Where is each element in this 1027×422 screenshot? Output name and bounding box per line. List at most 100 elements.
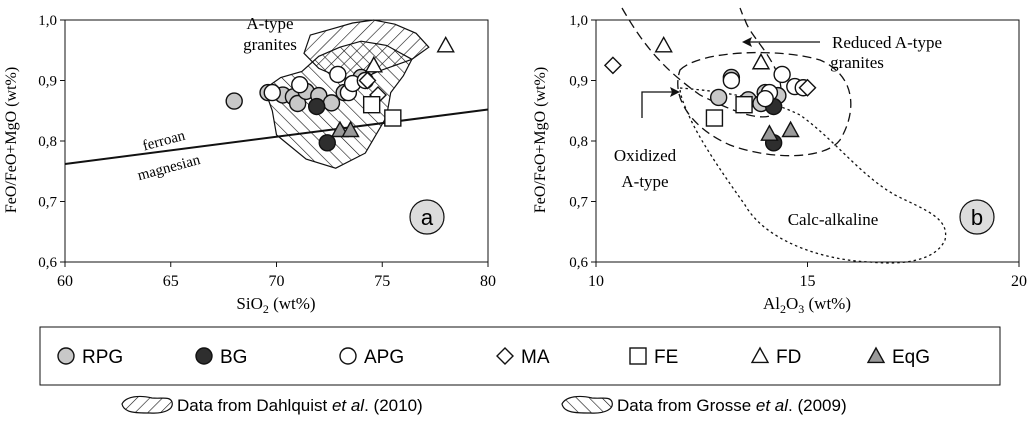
arrowhead-reduced (742, 37, 752, 47)
data-point-ma (603, 56, 622, 75)
data-point-bg (318, 134, 336, 152)
y-axis-label-a: FeO/FeO+MgO (wt%) (3, 67, 20, 213)
x-axis-label-b: Al2O3 (wt%) (763, 294, 851, 316)
data-point-apg (291, 76, 309, 94)
x-tick-label: 20 (1011, 273, 1027, 290)
grosse-swatch-icon (561, 395, 613, 414)
data-point-ma (798, 78, 817, 97)
data-point-eqg (760, 124, 779, 141)
ferroan-magnesian-boundary (64, 108, 489, 165)
data-point-apg (722, 71, 741, 90)
y-tick-label: 0,9 (38, 74, 57, 90)
legend-item-fd: FD (750, 346, 801, 368)
legend-item-eqg: EqG (866, 346, 930, 368)
legend-label: FD (776, 347, 801, 368)
legend-items: RPG BG APG MA FE FD EqG (57, 346, 930, 368)
legend-label: FE (654, 347, 678, 368)
annotation-arrow-oxidized (641, 91, 676, 118)
data-points-a (225, 35, 455, 152)
x-tick-label: 80 (480, 273, 496, 290)
chart-panel-a: 60 65 70 75 80 0,6 0,7 0,8 0,9 1,0 A-type granite… (3, 13, 496, 316)
legend-marker-fd (750, 346, 770, 364)
legend-box (39, 326, 1001, 386)
legend-marker-bg (195, 347, 213, 365)
legend-label: MA (521, 347, 550, 368)
source-dahlquist: Data from Dahlquist et al. (2010) (177, 396, 423, 415)
legend-item-bg: BG (195, 347, 247, 368)
svg-text:a: a (421, 205, 434, 230)
data-point-ma (358, 71, 377, 90)
legend-item-fe: FE (629, 347, 678, 368)
legend-marker-apg (339, 347, 357, 365)
data-point-bg (307, 97, 326, 116)
annotation-reduced-line1: Reduced A-type (832, 33, 942, 52)
data-point-fe (705, 109, 724, 127)
data-points-b (603, 35, 817, 152)
data-point-fe (384, 109, 402, 127)
x-axis-label-a: SiO2 (wt%) (236, 294, 315, 316)
source-grosse: Data from Grosse et al. (2009) (617, 396, 847, 415)
annotation-reduced-line2: granites (830, 53, 884, 72)
data-point-rpg (709, 88, 728, 107)
legend-item-apg: APG (339, 347, 404, 368)
arrowhead-oxidized (670, 87, 680, 97)
calc-alkaline-field (679, 87, 947, 264)
y-tick-label: 0,8 (569, 134, 588, 150)
y-tick-label: 1,0 (569, 13, 588, 29)
data-point-apg (329, 65, 347, 84)
y-tick-label: 0,8 (38, 134, 57, 150)
data-point-apg (773, 65, 791, 84)
y-tick-label: 0,6 (38, 255, 57, 271)
annotation-atype-line2: granites (243, 35, 297, 54)
data-point-fe (735, 95, 753, 114)
data-point-rpg (225, 92, 243, 110)
x-tick-label: 10 (588, 273, 604, 290)
dahlquist-field (303, 19, 430, 80)
axis-ticks-a: 60 65 70 75 80 0,6 0,7 0,8 0,9 1,0 (38, 13, 496, 290)
legend-label: RPG (82, 347, 123, 368)
dahlquist-swatch-icon (121, 395, 173, 414)
svg-text:b: b (971, 205, 983, 230)
source-notes: Data from Dahlquist et al. (2010) Data f… (121, 395, 847, 415)
data-point-fd (751, 52, 771, 70)
legend-label: EqG (892, 347, 930, 368)
data-point-eqg (341, 120, 360, 138)
data-point-fd (436, 35, 455, 53)
x-tick-label: 60 (57, 273, 73, 290)
y-tick-label: 1,0 (38, 13, 57, 29)
x-tick-label: 75 (374, 273, 390, 290)
data-point-eqg (781, 120, 800, 138)
data-point-fd (364, 55, 383, 73)
annotation-magnesian: magnesian (136, 152, 203, 184)
y-tick-label: 0,7 (38, 195, 57, 211)
y-tick-label: 0,7 (569, 195, 588, 211)
y-axis-label-b: FeO/FeO+MgO (wt%) (532, 67, 549, 213)
legend-item-rpg: RPG (57, 347, 123, 368)
legend-label: APG (364, 347, 404, 368)
annotation-calc-alkaline: Calc-alkaline (788, 210, 879, 229)
legend-item-ma: MA (496, 347, 550, 368)
legend-marker-rpg (57, 347, 75, 365)
legend-label: BG (220, 347, 247, 368)
data-point-fe (362, 95, 381, 114)
annotation-atype-line1: A-type (246, 14, 293, 33)
x-tick-label: 15 (800, 273, 816, 290)
data-point-rpg (322, 94, 341, 112)
legend: RPG BG APG MA FE FD EqG (39, 326, 1001, 386)
legend-marker-eqg (866, 346, 886, 364)
panel-label-a: a (409, 199, 445, 235)
data-point-apg (756, 89, 774, 108)
annotation-oxidized-line2: A-type (621, 172, 668, 191)
y-tick-label: 0,6 (569, 255, 588, 271)
legend-marker-fe (629, 347, 647, 365)
x-tick-label: 70 (269, 273, 285, 290)
y-tick-label: 0,9 (569, 74, 588, 90)
x-tick-label: 65 (163, 273, 179, 290)
data-point-rpg (288, 94, 307, 113)
data-point-fd (654, 35, 673, 53)
annotation-oxidized-line1: Oxidized (614, 146, 677, 165)
panel-label-b: b (959, 199, 995, 235)
chart-panel-b: 10 15 20 0,6 0,7 0,8 0,9 1,0 Reduced A-type gra… (532, 7, 1027, 316)
oxidized-atype-field (677, 51, 852, 157)
